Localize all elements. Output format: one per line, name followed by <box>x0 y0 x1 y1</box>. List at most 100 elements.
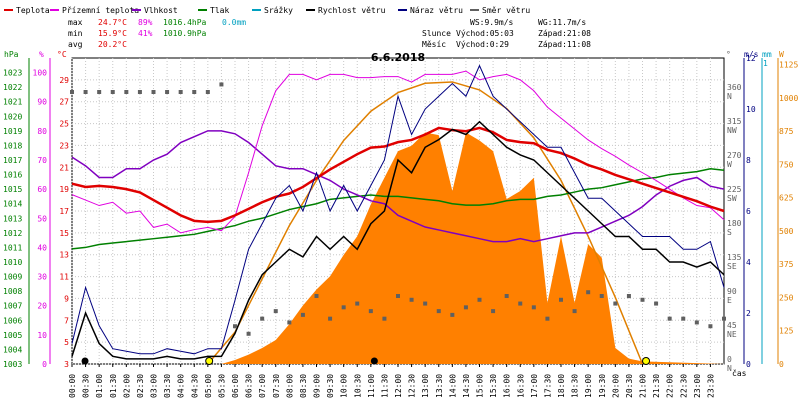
unit-degc: °C <box>57 50 67 59</box>
wind-speed-tick-label: 8 <box>746 156 751 165</box>
x-tick-label: 11:00 <box>367 374 376 398</box>
pressure-tick-label: 1015 <box>3 185 22 194</box>
x-tick-label: 12:30 <box>408 374 417 398</box>
pressure-tick-label: 1011 <box>3 243 22 252</box>
wind-dir-point <box>640 297 645 302</box>
wind-dir-point <box>572 309 577 314</box>
wind-dir-point <box>368 309 373 314</box>
wind-dir-point <box>626 294 631 298</box>
humidity-tick-label: 80 <box>37 127 47 136</box>
wind-dir-point <box>396 294 400 298</box>
wind-dir-point <box>287 320 292 325</box>
wind-dir-point <box>423 301 428 306</box>
wind-dir-point <box>110 90 115 94</box>
stat-avg-temp: 20.2°C <box>98 40 127 49</box>
wind-dir-point <box>654 301 659 306</box>
stats-block: max 24.7°C 89% 1016.4hPa 0.0mm min 15.9°… <box>68 18 246 49</box>
wind-dir-tick-label: 0 <box>727 355 732 364</box>
x-tick-label: 10:00 <box>340 374 349 398</box>
wind-dir-point <box>722 316 726 321</box>
wind-dir-compass-label: W <box>727 160 732 169</box>
x-tick-label: 16:00 <box>503 374 512 398</box>
x-tick-label: 14:00 <box>448 374 457 398</box>
humidity-tick-label: 90 <box>37 98 47 107</box>
temperature-tick-label: 27 <box>59 98 69 107</box>
x-tick-label: 18:00 <box>557 374 566 398</box>
wind-dir-point <box>477 297 482 302</box>
wind-dir-point <box>355 301 360 306</box>
wind-dir-compass-label: N <box>727 364 732 373</box>
wind-dir-point <box>151 90 156 94</box>
moon-label: Měsíc <box>422 40 446 49</box>
x-tick-label: 05:00 <box>204 374 213 398</box>
moonrise-marker <box>81 357 89 365</box>
axis-units: hPa % °C ° m/s mm W čas <box>4 50 784 378</box>
solar-tick-label: 625 <box>779 194 794 203</box>
series-humidity-line <box>71 130 725 243</box>
wind-dir-point <box>178 90 183 94</box>
unit-w: W <box>779 50 784 59</box>
legend-item-label: Srážky <box>264 6 293 15</box>
x-tick-label: 15:30 <box>489 374 498 398</box>
solar-tick-label: 1000 <box>779 94 798 103</box>
wind-dir-point <box>463 305 468 310</box>
pressure-tick-label: 1004 <box>3 345 22 354</box>
wind-dir-point <box>260 316 265 321</box>
temperature-tick-label: 17 <box>59 207 69 216</box>
x-tick-label: 08:00 <box>285 374 294 398</box>
pressure-tick-label: 1006 <box>3 316 22 325</box>
wind-dir-point <box>586 290 591 295</box>
solar-tick-label: 125 <box>779 327 794 336</box>
stat-min-label: min <box>68 29 83 38</box>
wind-dir-point <box>504 294 509 298</box>
solar-tick-label: 500 <box>779 227 794 236</box>
solar-tick-label: 750 <box>779 160 794 169</box>
x-tick-label: 07:30 <box>272 374 281 398</box>
pressure-tick-label: 1012 <box>3 229 22 238</box>
wind-dir-point <box>137 90 142 94</box>
x-tick-label: 03:30 <box>163 374 172 398</box>
pressure-tick-label: 1013 <box>3 214 22 223</box>
wind-dir-tick-label: 180 <box>727 219 742 228</box>
wind-dir-point <box>300 312 305 317</box>
x-tick-label: 13:00 <box>421 374 430 398</box>
temperature-tick-label: 13 <box>59 251 69 260</box>
x-tick-label: 13:30 <box>435 374 444 398</box>
unit-ms: m/s <box>744 50 759 59</box>
legend-item-label: Vlhkost <box>144 6 178 15</box>
x-tick-label: 18:30 <box>571 374 580 398</box>
right-axes: 0N45NE90E135SE180S225SW270W315NW360N0246… <box>727 54 798 373</box>
sunrise-marker <box>205 357 214 365</box>
solar-tick-label: 875 <box>779 127 794 136</box>
x-tick-label: 07:00 <box>258 374 267 398</box>
series-wind-speed-line <box>71 120 725 360</box>
wind-dir-point <box>559 297 563 302</box>
pressure-tick-label: 1020 <box>3 112 22 121</box>
humidity-tick-label: 70 <box>37 156 47 165</box>
humidity-tick-label: 10 <box>37 331 47 340</box>
x-tick-label: 23:00 <box>693 374 702 398</box>
x-tick-label: 15:00 <box>476 374 485 398</box>
rain-tick-label: 1 <box>763 59 768 68</box>
x-tick-label: 00:00 <box>68 374 77 398</box>
series-pressure-line <box>71 167 725 250</box>
stat-avg-label: avg <box>68 40 83 49</box>
wind-dir-point <box>205 90 210 94</box>
x-tick-label: 02:30 <box>136 374 145 398</box>
pressure-tick-label: 1009 <box>3 273 22 282</box>
x-tick-label: 09:00 <box>313 374 322 398</box>
x-tick-label: 22:30 <box>679 374 688 398</box>
solar-tick-label: 1125 <box>779 61 798 70</box>
wind-dir-point <box>545 316 550 321</box>
pressure-tick-label: 1023 <box>3 69 22 78</box>
wind-dir-compass-label: E <box>727 296 732 305</box>
wind-speed-tick-label: 12 <box>746 54 756 63</box>
wind-dir-compass-label: NE <box>727 330 737 339</box>
x-tick-label: 08:30 <box>299 374 308 398</box>
series-solar-max-line <box>207 81 644 365</box>
wind-dir-point <box>436 309 441 314</box>
plot-area: 00:00 00:30 01:00 01:30 02:00 02:30 03:00 03:30… <box>68 57 726 398</box>
unit-hpa: hPa <box>4 50 19 59</box>
stat-max-label: max <box>68 18 83 27</box>
wind-dir-point <box>681 316 686 321</box>
